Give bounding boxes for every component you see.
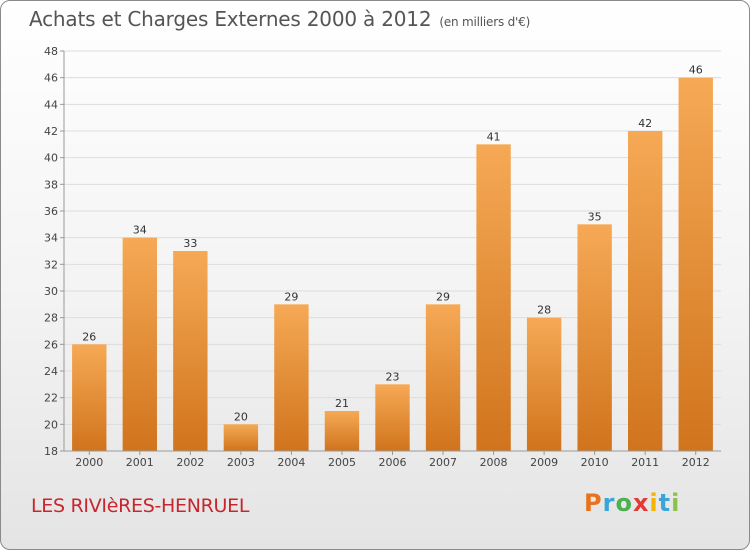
bar-2008 — [476, 144, 511, 452]
logo-letter: P — [584, 489, 603, 517]
logo-letter: i — [649, 489, 659, 517]
data-label: 26 — [82, 330, 96, 343]
x-tick-label: 2007 — [429, 456, 457, 469]
bar-2002 — [173, 251, 208, 451]
axes: 18 20 22 24 26 28 30 32 34 36 38 40 42 44 46 48 2000 2001… — [44, 45, 721, 469]
data-label: 33 — [183, 237, 197, 250]
logo-letter: o — [615, 489, 633, 517]
bar-2012 — [678, 77, 713, 452]
logo-letter: i — [671, 489, 681, 517]
bar-2006 — [375, 384, 410, 451]
y-tick-label: 40 — [44, 152, 58, 165]
bar-2007 — [425, 304, 461, 451]
data-label: 23 — [386, 370, 400, 383]
y-tick-label: 30 — [44, 285, 58, 298]
y-tick-label: 22 — [44, 392, 58, 405]
bar-2009 — [526, 317, 562, 451]
y-tick-label: 36 — [44, 205, 58, 218]
data-label: 46 — [689, 64, 703, 77]
bar-2010 — [577, 224, 612, 451]
y-tick-label: 42 — [44, 125, 58, 138]
proxiti-logo[interactable]: Proxiti — [584, 489, 680, 517]
bar-2005 — [324, 411, 360, 451]
y-tick-label: 26 — [44, 338, 58, 351]
x-tick-label: 2004 — [277, 456, 305, 469]
data-label: 21 — [335, 397, 349, 410]
bar-2003 — [223, 424, 259, 451]
y-tick-label: 28 — [44, 312, 58, 325]
x-tick-label: 2006 — [379, 456, 407, 469]
chart-title: Achats et Charges Externes 2000 à 2012 (e… — [29, 7, 530, 31]
x-tick-label: 2010 — [581, 456, 609, 469]
y-tick-label: 18 — [44, 445, 58, 458]
x-tick-label: 2011 — [631, 456, 659, 469]
x-tick-label: 2012 — [682, 456, 710, 469]
commune-name: LES RIVIèRES-HENRUEL — [31, 495, 250, 517]
bar-2004 — [274, 304, 309, 451]
x-tick-label: 2005 — [328, 456, 356, 469]
chart-title-text: Achats et Charges Externes 2000 à 2012 — [29, 7, 432, 31]
x-tick-label: 2000 — [75, 456, 103, 469]
x-tick-label: 2001 — [126, 456, 154, 469]
logo-letter: t — [658, 489, 672, 517]
y-tick-label: 24 — [44, 365, 58, 378]
y-tick-label: 20 — [44, 418, 58, 431]
chart-subtitle: (en milliers d'€) — [439, 15, 531, 29]
bar-2011 — [628, 131, 663, 451]
data-label: 34 — [133, 224, 147, 237]
bar-2000 — [72, 344, 107, 451]
bar-2001 — [122, 237, 157, 451]
data-label: 35 — [588, 210, 602, 223]
x-tick-label: 2008 — [480, 456, 508, 469]
data-label: 20 — [234, 410, 248, 423]
y-tick-label: 48 — [44, 45, 58, 58]
logo-letter: r — [602, 489, 616, 517]
data-label: 41 — [487, 130, 501, 143]
x-tick-label: 2003 — [227, 456, 255, 469]
y-tick-label: 46 — [44, 72, 58, 85]
data-label: 42 — [638, 117, 652, 130]
logo-letter: x — [632, 489, 650, 517]
data-label: 28 — [537, 304, 551, 317]
y-tick-label: 44 — [44, 98, 58, 111]
y-tick-label: 34 — [44, 232, 58, 245]
data-label: 29 — [284, 290, 298, 303]
x-tick-label: 2002 — [176, 456, 204, 469]
y-tick-label: 32 — [44, 258, 58, 271]
y-tick-label: 38 — [44, 178, 58, 191]
data-label: 29 — [436, 290, 450, 303]
bars: 26 34 33 20 29 21 23 29 41 28 35 42 46 — [72, 64, 713, 452]
x-tick-label: 2009 — [530, 456, 558, 469]
